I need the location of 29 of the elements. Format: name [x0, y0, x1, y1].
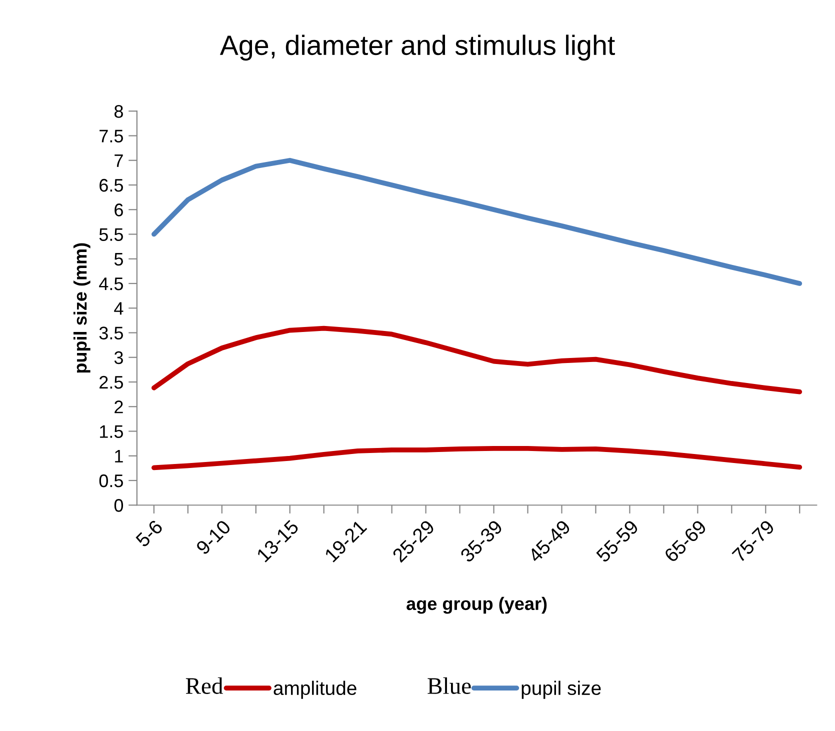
legend-label: amplitude	[274, 680, 356, 699]
line-series	[152, 158, 802, 286]
y-tick-label: 5	[114, 252, 123, 266]
line-series	[152, 446, 802, 470]
y-axis-title: pupil size (mm)	[73, 243, 90, 373]
y-tick-label: 4	[114, 302, 124, 315]
y-tick-label: 1	[115, 450, 123, 462]
line-series	[152, 326, 802, 394]
legend-label: pupil size	[522, 680, 601, 699]
y-tick-label: 6.5	[100, 178, 123, 192]
y-tick-label: 2.5	[100, 376, 123, 389]
y-tick-label: 7.5	[100, 130, 123, 142]
y-tick-label: 5.5	[99, 228, 123, 241]
y-tick-label: 2	[114, 400, 123, 414]
y-tick-label: 4.5	[99, 278, 123, 290]
text: Blue	[428, 677, 471, 694]
y-tick-label: 6	[114, 204, 123, 216]
y-tick-label: 3.5	[99, 326, 123, 340]
y-tick-label: 3	[114, 351, 123, 364]
x-axis-title: age group (year)	[406, 596, 547, 614]
text: Red	[186, 677, 223, 694]
y-tick-label: 1.5	[100, 425, 123, 438]
chart-title: Age, diameter and stimulus light	[220, 34, 615, 61]
y-tick-label: 8	[114, 105, 123, 118]
y-tick-label: 7	[114, 154, 123, 167]
x-tick-label: 5-6	[134, 519, 164, 548]
x-tick-label: 9-10	[195, 519, 232, 556]
y-tick-label: 0	[114, 499, 124, 512]
y-tick-label: 0.5	[99, 474, 123, 488]
